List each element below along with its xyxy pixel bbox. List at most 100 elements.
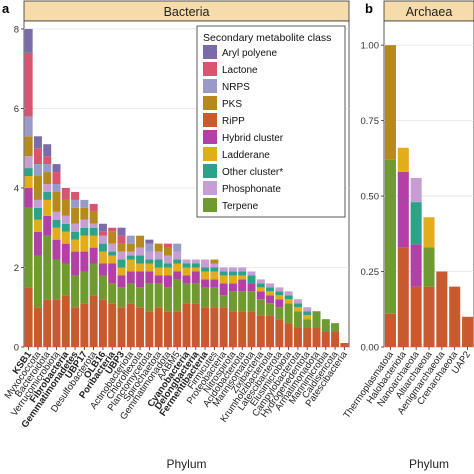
- panel-b-strip-title: Archaea: [406, 5, 453, 19]
- panel-a-bar-spirochaetota-terpene: [154, 283, 163, 308]
- panel-a-bar-gemmatimonadota-terpene: [163, 287, 172, 312]
- panel-a-bar-delongbacteria-ripp: [191, 303, 200, 347]
- legend-label-pks: PKS: [222, 99, 242, 110]
- panel-a-bar-proteobacteria-ripp: [219, 307, 228, 347]
- legend-title: Secondary metabolite class: [203, 32, 331, 44]
- panel-a-bar-bacteroidota-terpene: [43, 235, 52, 300]
- panel-a-bar-fibrobacteria-hybrid-cluster: [61, 243, 70, 264]
- panel-a-bar-krumholzibacteriota-ladderane: [266, 291, 275, 296]
- panel-b-bar-halobacteriota-ripp: [397, 247, 409, 347]
- panel-a-bar-ubp3-pks: [117, 243, 126, 252]
- panel-a-bar-gemmatimonadota-lactone: [163, 243, 172, 248]
- panel-a-y-tick-label: 8: [14, 24, 19, 35]
- panel-a-bar-campylobacterota-other-cluster: [293, 303, 302, 308]
- panel-a-bar-actinobacteriota-terpene: [126, 283, 135, 304]
- panel-a-bar-nitrospirota-hybrid-cluster: [228, 283, 237, 292]
- panel-a-bar-ubp3-phosphonate: [117, 251, 126, 260]
- panel-a-bar-ubp3-terpene: [117, 287, 126, 308]
- panel-a-bar-verrucomicrobiota-hybrid-cluster: [52, 239, 61, 260]
- panel-a-bar-latescibacterota-other-cluster: [275, 291, 284, 296]
- panel-a-bar-proteobacteria-terpene: [219, 295, 228, 308]
- panel-a-bar-olb16-ladderane: [98, 251, 107, 264]
- panel-a-bar-planctomycetota-other-cluster: [145, 259, 154, 264]
- panel-a-bar-nitrospirota-terpene: [228, 291, 237, 312]
- panel-a-bar-chloroflexota-ladderane: [136, 263, 145, 272]
- legend-swatch-hybrid-cluster: [203, 130, 217, 144]
- panel-a-bar-gemmatimonadota-other-cluster: [163, 263, 172, 268]
- legend-swatch-ladderane: [203, 147, 217, 161]
- panel-a-bar-planctomycetota-ripp: [145, 311, 154, 347]
- panel-a-bar-aabm5-ladderane: [173, 263, 182, 272]
- panel-a-bar-fibrobacteria-pks: [61, 199, 70, 216]
- panel-a-bar-gemmatimonadetes-other-cluster: [71, 231, 80, 240]
- panel-a-bar-zixibacteria-terpene: [256, 299, 265, 316]
- panel-a-bar-hydrogenedentota-ripp: [303, 327, 312, 347]
- panel-a-bar-spirochaetota-hybrid-cluster: [154, 275, 163, 284]
- panel-a-bar-poribacteria-ripp: [108, 303, 117, 347]
- panel-a-bar-firmicutes-ripp: [210, 307, 219, 347]
- panel-a-bar-actinobacteriota-hybrid-cluster: [126, 271, 135, 284]
- panel-a-bar-gemmatimonadetes-phosphonate: [71, 223, 80, 232]
- panel-b-bar-altiarchaeota-ladderane: [423, 217, 435, 248]
- legend-swatch-ripp: [203, 113, 217, 127]
- panel-a-bar-desulfobacterota-ripp: [89, 295, 98, 347]
- panel-a-bar-cyanobacteria-ripp: [182, 303, 191, 347]
- panel-a-bar-gemmatimonadota-pks: [163, 247, 172, 256]
- panel-a-bar-olb16-terpene: [98, 275, 107, 300]
- panel-a-bar-olb16-phosphonate: [98, 235, 107, 244]
- panel-a-bar-gemmatimonadota-ripp: [163, 311, 172, 347]
- panel-a-bar-aabm5-phosphonate: [173, 251, 182, 260]
- panel-a-bar-poribacteria-pks: [108, 231, 117, 244]
- panel-a-bar-bacteroidota-lactone: [43, 156, 52, 165]
- panel-a-bar-zixibacteria-ripp: [256, 315, 265, 347]
- panel-a-bar-elusimicrobiota-other-cluster: [284, 295, 293, 300]
- panel-a-bar-ubp3-other-cluster: [117, 259, 126, 268]
- panel-a-bar-fibrobacteria-other-cluster: [61, 223, 70, 232]
- panel-a-bar-latescibacterota-phosphonate: [275, 287, 284, 292]
- panel-a-bar-patescibacteria-ripp: [340, 343, 349, 347]
- panel-a-bar-hydrogenedentota-other-cluster: [303, 311, 312, 316]
- panel-a-bar-chloroflexota-other-cluster: [136, 255, 145, 264]
- panel-a-bar-actinobacteriota-ripp: [126, 303, 135, 347]
- panel-a-bar-olb16-hybrid-cluster: [98, 263, 107, 276]
- panel-a-bar-firmicutes-phosphonate: [210, 263, 219, 268]
- panel-a-y-tick-label: 6: [14, 104, 19, 115]
- panel-a-bar-campylobacterota-ladderane: [293, 307, 302, 312]
- legend-swatch-pks: [203, 96, 217, 110]
- panel-b-bar-aenigmarchaeota-ripp: [436, 271, 448, 347]
- legend-swatch-aryl-polyene: [203, 45, 217, 59]
- panel-a-bar-cyanobacteria-other-cluster: [182, 263, 191, 268]
- panel-a-bar-acidobacteriota-ladderane: [238, 275, 247, 280]
- panel-b-y-tick-label: 0.25: [361, 267, 380, 278]
- panel-a-bar-verrucomicrobiota-phosphonate: [52, 211, 61, 220]
- panel-a-letter: a: [2, 1, 10, 16]
- panel-a-bar-armatimonadota-ripp: [312, 327, 321, 347]
- panel-a-bar-krumholzibacteriota-hybrid-cluster: [266, 295, 275, 304]
- legend-swatch-nrps: [203, 79, 217, 93]
- legend-label-lactone: Lactone: [222, 65, 258, 76]
- panel-b-bar-uap2-ripp: [462, 316, 474, 347]
- panel-a-bar-planctomycetota-aryl-polyene: [145, 239, 154, 244]
- panel-b-bar-thermoplasmatota-terpene: [384, 159, 396, 314]
- panel-b-bar-altiarchaeota-ripp: [423, 286, 435, 347]
- panel-a-bar-myxococcota-lactone: [33, 148, 42, 165]
- panel-a-bar-marinimicrobia-ripp: [321, 331, 330, 347]
- panel-a-bar-fermentibacteria-terpene: [201, 287, 210, 308]
- panel-a-bar-ubp17-terpene: [80, 271, 89, 304]
- panel-a-bar-elusimicrobiota-ladderane: [284, 299, 293, 304]
- panel-a-bar-campylobacterota-terpene: [293, 311, 302, 328]
- legend-box: [196, 25, 346, 218]
- panel-a-bar-verrucomicrobiota-aryl-polyene: [52, 164, 61, 173]
- panel-a-bar-ubp17-phosphonate: [80, 219, 89, 228]
- panel-a-bar-gemmatimonadota-ladderane: [163, 267, 172, 276]
- panel-b-bar-nanoarchaeota-phosphonate: [410, 177, 422, 203]
- panel-a-bar-olb16-aryl-polyene: [98, 223, 107, 232]
- panel-a-bar-spirochaetota-ripp: [154, 307, 163, 347]
- panel-a-bar-proteobacteria-phosphonate: [219, 267, 228, 272]
- panel-a-bar-gemmatimonadetes-pks: [71, 207, 80, 224]
- panel-a-y-tick-label: 0: [14, 343, 19, 354]
- panel-a-bar-actinobacteriota-other-cluster: [126, 255, 135, 260]
- panel-a-bar-elusimicrobiota-terpene: [284, 303, 293, 324]
- panel-a-bar-marinisomatota-terpene: [247, 291, 256, 312]
